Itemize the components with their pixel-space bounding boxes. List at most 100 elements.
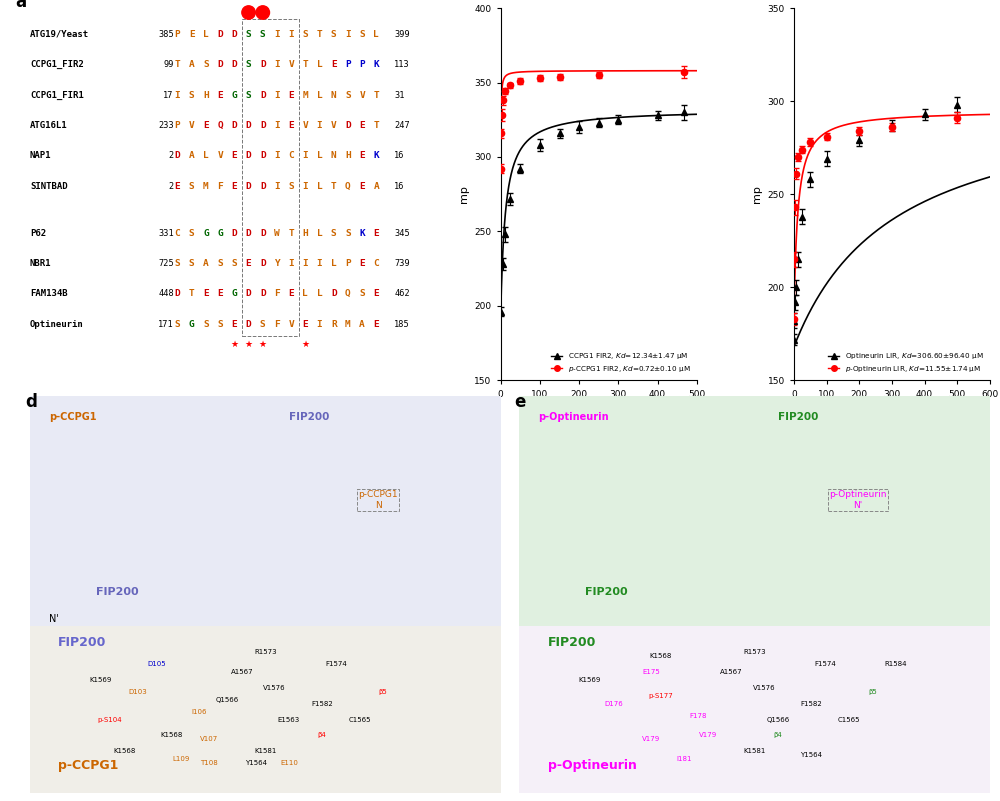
Text: FIP200: FIP200 xyxy=(96,587,139,597)
Text: M: M xyxy=(203,182,209,191)
Text: NAP1: NAP1 xyxy=(30,151,52,160)
Text: V107: V107 xyxy=(200,736,218,743)
Text: F178: F178 xyxy=(689,713,707,718)
Text: E: E xyxy=(302,320,308,328)
Text: ★: ★ xyxy=(301,340,309,349)
Text: NBR1: NBR1 xyxy=(30,259,52,268)
Text: Y1564: Y1564 xyxy=(245,760,267,767)
Text: FIP200: FIP200 xyxy=(289,413,329,422)
Text: N: N xyxy=(331,151,337,160)
Text: T108: T108 xyxy=(200,760,218,767)
Text: I: I xyxy=(302,259,308,268)
Text: L: L xyxy=(317,228,322,238)
Text: CCPG1_FIR2: CCPG1_FIR2 xyxy=(30,60,84,69)
Text: β5: β5 xyxy=(868,689,877,694)
Text: E: E xyxy=(359,151,365,160)
Text: K1581: K1581 xyxy=(744,748,766,755)
Text: 247: 247 xyxy=(394,121,410,130)
Text: L: L xyxy=(317,151,322,160)
Text: C: C xyxy=(288,151,294,160)
Text: p-CCPG1
N: p-CCPG1 N xyxy=(358,490,398,509)
Text: V1576: V1576 xyxy=(753,685,775,691)
Text: P: P xyxy=(175,121,180,130)
Text: S: S xyxy=(246,30,251,39)
Text: V: V xyxy=(217,151,223,160)
Text: D: D xyxy=(246,289,251,298)
Text: V179: V179 xyxy=(699,732,717,739)
Text: S: S xyxy=(189,259,195,268)
Text: FIP200: FIP200 xyxy=(778,413,819,422)
Text: T: T xyxy=(175,60,180,69)
Text: I: I xyxy=(274,30,280,39)
Text: L: L xyxy=(203,151,209,160)
Text: Q1566: Q1566 xyxy=(216,697,239,702)
Text: V1576: V1576 xyxy=(263,685,286,691)
Text: ★: ★ xyxy=(230,340,238,349)
Text: T: T xyxy=(189,289,195,298)
Text: I: I xyxy=(302,182,308,191)
Text: I: I xyxy=(274,151,280,160)
Text: K1581: K1581 xyxy=(254,748,276,755)
Text: Q: Q xyxy=(345,182,351,191)
Text: T: T xyxy=(331,182,337,191)
Text: I: I xyxy=(345,30,351,39)
Y-axis label: mp: mp xyxy=(752,185,762,203)
Text: D: D xyxy=(246,151,251,160)
Text: P: P xyxy=(345,60,351,69)
Text: p-S104: p-S104 xyxy=(98,717,122,723)
Text: 345: 345 xyxy=(394,228,410,238)
Text: T: T xyxy=(373,91,379,99)
Text: N: N xyxy=(331,91,337,99)
Text: L: L xyxy=(317,60,322,69)
Text: c: c xyxy=(751,0,761,4)
Text: S: S xyxy=(288,182,294,191)
Circle shape xyxy=(242,6,255,19)
Text: H: H xyxy=(203,91,209,99)
Text: I106: I106 xyxy=(192,709,207,714)
Text: D: D xyxy=(232,228,237,238)
Text: A1567: A1567 xyxy=(230,669,253,675)
Text: FIP200: FIP200 xyxy=(585,587,628,597)
Text: p-S177: p-S177 xyxy=(648,693,673,698)
Text: CCPG1_FIR1: CCPG1_FIR1 xyxy=(30,91,84,99)
Text: D: D xyxy=(246,320,251,328)
Text: A: A xyxy=(359,320,365,328)
Text: E: E xyxy=(331,60,337,69)
Text: G: G xyxy=(217,228,223,238)
Text: L109: L109 xyxy=(172,756,189,763)
Text: I: I xyxy=(317,320,322,328)
Text: D: D xyxy=(260,259,266,268)
Text: E: E xyxy=(373,289,379,298)
Text: P: P xyxy=(175,30,180,39)
Text: S: S xyxy=(345,228,351,238)
Text: D: D xyxy=(217,30,223,39)
Text: 185: 185 xyxy=(394,320,410,328)
Text: ★: ★ xyxy=(259,340,267,349)
Text: L: L xyxy=(373,30,379,39)
Text: R1584: R1584 xyxy=(885,661,907,667)
Text: S: S xyxy=(217,259,223,268)
Text: D: D xyxy=(246,228,251,238)
X-axis label: $C_{FIP200}$ (μM): $C_{FIP200}$ (μM) xyxy=(862,404,922,418)
Text: P: P xyxy=(359,60,365,69)
Text: 725: 725 xyxy=(158,259,174,268)
Text: I: I xyxy=(175,91,180,99)
Bar xyxy=(30,396,501,626)
Text: E: E xyxy=(175,182,180,191)
Text: e: e xyxy=(515,392,526,411)
Bar xyxy=(519,626,990,793)
Text: a: a xyxy=(15,0,26,11)
Text: SINTBAD: SINTBAD xyxy=(30,182,68,191)
Text: G: G xyxy=(232,91,237,99)
Text: L: L xyxy=(317,182,322,191)
Text: M: M xyxy=(302,91,308,99)
Text: I: I xyxy=(274,91,280,99)
Text: V: V xyxy=(288,60,294,69)
Text: 331: 331 xyxy=(158,228,174,238)
Text: FIP200: FIP200 xyxy=(58,636,107,650)
Text: 17: 17 xyxy=(163,91,174,99)
Text: 16: 16 xyxy=(394,151,405,160)
Text: D: D xyxy=(232,30,237,39)
Text: D: D xyxy=(331,289,337,298)
Text: D: D xyxy=(232,121,237,130)
